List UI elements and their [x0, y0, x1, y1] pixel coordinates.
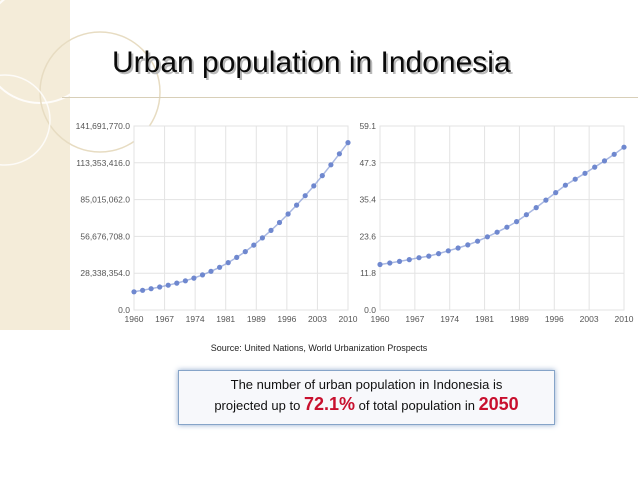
pop-data-point [131, 289, 137, 295]
pct-y-tick-label: 47.3 [359, 158, 376, 168]
pct-data-point [572, 176, 578, 182]
pop-x-tick-label: 1989 [247, 314, 266, 324]
pop-x-tick-label: 1960 [125, 314, 144, 324]
pct-x-tick-label: 2010 [615, 314, 634, 324]
pop-data-point [208, 268, 214, 274]
note-text-middle: of total population in [358, 398, 475, 413]
pct-data-point [592, 164, 598, 170]
pop-data-point [157, 284, 163, 290]
pct-x-tick-label: 1967 [405, 314, 424, 324]
pct-data-point [436, 251, 442, 257]
pop-data-point [165, 282, 171, 288]
pct-data-point [562, 182, 568, 188]
pop-y-tick-label: 56,676,708.0 [80, 231, 130, 241]
pct-x-tick-label: 1960 [371, 314, 390, 324]
pop-x-tick-label: 2010 [339, 314, 358, 324]
pct-data-point [445, 248, 451, 254]
pct-data-point [533, 205, 539, 211]
pop-data-point [217, 264, 223, 270]
pop-x-tick-label: 1981 [216, 314, 235, 324]
pop-data-point [276, 219, 283, 226]
pct-data-point [475, 238, 481, 244]
pct-data-point [621, 144, 627, 150]
pop-data-point [311, 183, 317, 189]
pct-data-point [377, 261, 383, 268]
source-caption: Source: United Nations, World Urbanizati… [210, 343, 428, 353]
pct-data-point [416, 255, 422, 261]
note-line-1: The number of urban population in Indone… [230, 377, 503, 392]
pop-y-tick-label: 113,353,416.0 [76, 158, 130, 168]
pct-y-tick-label: 11.8 [360, 268, 376, 278]
pop-x-tick-label: 1974 [186, 314, 205, 324]
pct-x-tick-label: 2003 [580, 314, 599, 324]
pop-data-point [242, 249, 248, 255]
pop-data-point [345, 140, 351, 146]
urban-population-plot: 0.0 28,338,354.0 56,676,708.0 85,015,062.0 1… [76, 121, 358, 324]
pop-data-point [251, 242, 257, 248]
pct-data-point [465, 242, 471, 248]
projection-year: 2050 [478, 394, 519, 414]
pop-data-point [191, 275, 197, 281]
pct-data-point [601, 158, 608, 164]
decorative-circles [0, 0, 161, 166]
pct-data-point [514, 219, 520, 225]
pct-data-point [406, 257, 412, 263]
pop-data-point [234, 254, 240, 260]
pct-data-point [484, 234, 490, 240]
pct-data-point [426, 253, 432, 259]
pop-data-point [319, 173, 325, 179]
pop-data-point [174, 280, 180, 286]
pop-data-point [199, 272, 206, 278]
pct-y-tick-label: 0.0 [364, 305, 376, 315]
pop-data-point [225, 260, 231, 266]
pop-x-tick-label: 1967 [155, 314, 174, 324]
pct-data-point [543, 197, 549, 203]
pop-data-point [328, 162, 334, 168]
note-text-before: projected up to [214, 398, 301, 413]
pop-y-tick-label: 141,691,770.0 [76, 121, 131, 131]
pop-data-point [268, 227, 274, 233]
pct-data-point [494, 229, 500, 235]
pct-data-point [553, 190, 559, 196]
pop-data-point [140, 287, 146, 293]
pct-x-tick-label: 1996 [545, 314, 564, 324]
pct-data-point [582, 170, 588, 176]
pct-data-point [455, 245, 461, 251]
urban-population-chart: 0.0 28,338,354.0 56,676,708.0 85,015,062.0 1… [68, 110, 368, 338]
pop-data-point [285, 211, 291, 217]
pct-x-tick-label: 1981 [475, 314, 494, 324]
pct-y-tick-label: 23.6 [359, 231, 376, 241]
title-divider [62, 97, 638, 98]
pct-y-tick-label: 35.4 [359, 195, 376, 205]
pct-x-tick-label: 1974 [440, 314, 459, 324]
pop-data-point [294, 202, 300, 208]
pct-data-point [504, 224, 510, 230]
pct-data-point [611, 151, 617, 157]
pop-data-point [259, 235, 265, 241]
pct-data-point [396, 258, 403, 264]
pop-data-point [148, 286, 154, 292]
pop-y-tick-label: 0.0 [118, 305, 130, 315]
pct-data-point [523, 212, 529, 218]
pop-plot-area [133, 125, 349, 311]
urban-percentage-chart: 0.0 11.8 23.6 35.4 47.3 59.1 1960 1967 1974 1981 1… [350, 110, 638, 338]
projected-percent: 72.1% [303, 394, 355, 414]
pct-x-tick-label: 1989 [510, 314, 529, 324]
pct-data-point [387, 260, 393, 266]
pop-data-point [302, 193, 308, 199]
note-line-2: projected up to 72.1% of total populatio… [179, 394, 554, 415]
pop-x-tick-label: 2003 [308, 314, 327, 324]
pct-y-tick-label: 59.1 [359, 121, 376, 131]
slide-title: Urban population in Indonesia [112, 46, 511, 79]
pop-data-point [182, 278, 188, 284]
pct-plot-area [379, 125, 625, 311]
pop-y-tick-label: 85,015,062.0 [80, 195, 130, 205]
pop-data-point [336, 151, 342, 157]
pop-y-tick-label: 28,338,354.0 [80, 268, 130, 278]
pop-x-tick-label: 1996 [277, 314, 296, 324]
projection-note: The number of urban population in Indone… [178, 370, 555, 425]
urban-percentage-plot: 0.0 11.8 23.6 35.4 47.3 59.1 1960 1967 1974 1981 1… [359, 121, 634, 324]
